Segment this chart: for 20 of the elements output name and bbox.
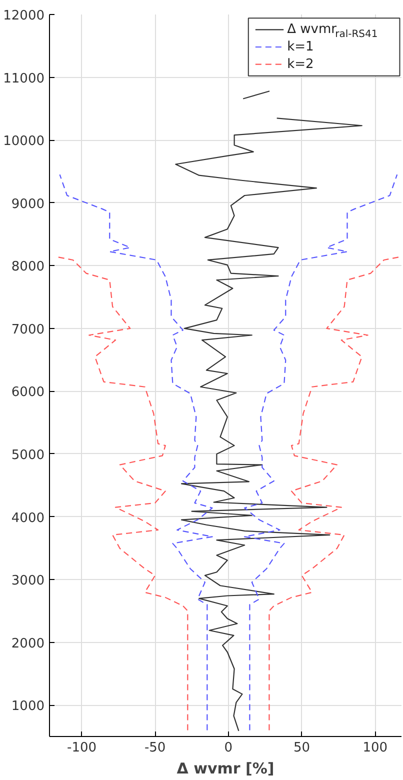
y-tick-label: 11000 bbox=[3, 71, 45, 86]
x-axis-title: Δ wvmr [%] bbox=[176, 760, 274, 778]
x-tick-label: 100 bbox=[362, 740, 388, 756]
y-tick-label: 10000 bbox=[3, 134, 45, 150]
y-tick-label: 9000 bbox=[11, 196, 45, 212]
y-tick-label: 12000 bbox=[3, 8, 45, 24]
x-tick-label: 0 bbox=[224, 740, 233, 756]
y-tick-label: 8000 bbox=[11, 260, 45, 275]
x-tick-label: -50 bbox=[144, 740, 166, 756]
y-tick-label: 5000 bbox=[11, 448, 45, 463]
y-tick-label: 7000 bbox=[11, 322, 45, 338]
y-tick-label: 3000 bbox=[11, 574, 45, 589]
y-tick-label: 6000 bbox=[11, 385, 45, 400]
y-tick-label: 1000 bbox=[11, 699, 45, 714]
x-tick-label: 50 bbox=[293, 740, 310, 756]
y-tick-label: 4000 bbox=[11, 510, 45, 526]
legend-label: k=2 bbox=[287, 56, 314, 72]
legend-label: k=1 bbox=[287, 39, 314, 54]
y-tick-label: 2000 bbox=[11, 636, 45, 652]
x-tick-label: -100 bbox=[67, 740, 97, 756]
